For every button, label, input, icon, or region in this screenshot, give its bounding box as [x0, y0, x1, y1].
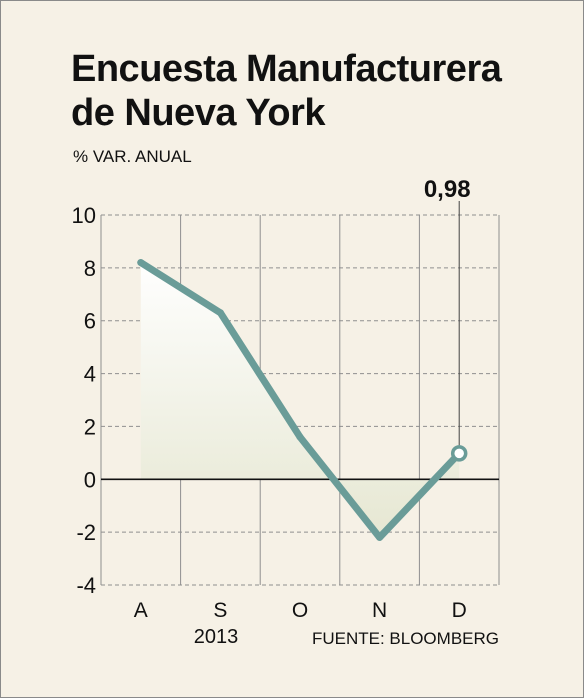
series-markers: [137, 259, 468, 541]
x-tick-label: A: [134, 599, 148, 622]
source-note: FUENTE: BLOOMBERG: [312, 629, 499, 648]
y-tick-label: 2: [84, 414, 96, 439]
y-tick-label: -2: [76, 520, 96, 545]
y-tick-label: 8: [84, 256, 96, 281]
data-point: [296, 433, 304, 441]
chart-subtitle: % VAR. ANUAL: [73, 147, 192, 166]
data-point: [137, 259, 145, 267]
data-point: [216, 309, 224, 317]
chart-title: Encuesta Manufacturera de Nueva York: [71, 47, 571, 135]
y-tick-label: 0: [84, 467, 96, 492]
area-fill: [140, 256, 460, 538]
y-tick-label: 10: [72, 203, 96, 228]
chart-title-line-2: de Nueva York: [71, 92, 326, 134]
data-point-last: [450, 445, 468, 462]
x-axis-year-label: 2013: [194, 626, 239, 648]
x-tick-label: O: [292, 599, 308, 622]
y-tick-label: -4: [76, 573, 96, 598]
data-point: [376, 533, 384, 541]
chart-title-line-1: Encuesta Manufacturera: [71, 48, 502, 90]
gridlines: [100, 214, 500, 586]
y-axis-ticks: -4 -2 0 2 4 6 8 10: [72, 203, 96, 598]
area-shape: [140, 256, 460, 538]
x-tick-label: D: [452, 599, 467, 622]
callout-label: 0,98: [424, 176, 471, 203]
callout: 0,98: [424, 176, 471, 446]
y-tick-label: 4: [84, 362, 96, 387]
x-tick-label: N: [372, 599, 387, 622]
x-tick-label: S: [213, 599, 227, 622]
y-tick-label: 6: [84, 309, 96, 334]
